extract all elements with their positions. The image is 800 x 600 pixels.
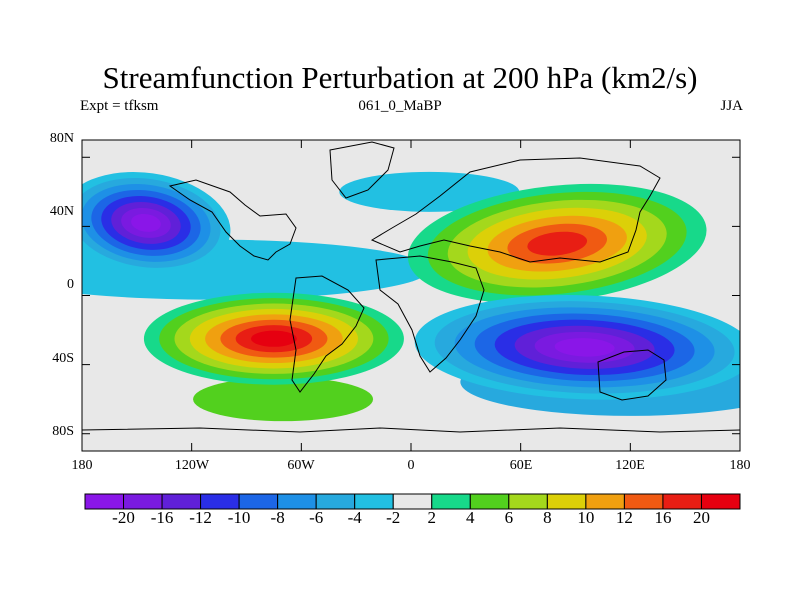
south-america-high-level-8 [250, 330, 297, 347]
greenland-outline [329, 141, 395, 199]
lon-label-120e: 120E [615, 458, 645, 473]
southern-weak-high [193, 377, 374, 422]
colorbar-label: 12 [615, 508, 633, 527]
antarctica-outline [82, 427, 740, 433]
colorbar-swatch-13 [585, 493, 625, 510]
axis-ticks [81, 140, 741, 451]
lon-label-0: 0 [407, 458, 415, 473]
colorbar-label: 2 [427, 508, 437, 527]
colorbar-swatch-5 [277, 493, 317, 510]
south-america-outline [289, 275, 365, 393]
colorbar-swatch-15 [662, 493, 702, 510]
colorbar-label: -6 [309, 508, 324, 527]
colorbar-label: 6 [504, 508, 514, 527]
north-america-outline [168, 179, 297, 261]
colorbar-label: -2 [386, 508, 401, 527]
colorbar-label: 10 [577, 508, 595, 527]
colorbar-swatch-10 [469, 493, 510, 510]
colorbar-label: 20 [692, 508, 710, 527]
colorbar-swatch-12 [546, 493, 587, 510]
arctic-weak-low [339, 171, 520, 212]
lat-label-40n: 40N [49, 204, 74, 219]
africa-outline [375, 255, 485, 373]
lon-label-180e: 180 [729, 458, 751, 473]
colorbar-swatch-1 [123, 493, 163, 510]
lat-label-80s: 80S [52, 424, 74, 439]
colorbar-label: -20 [112, 508, 135, 527]
colorbar-swatch-9 [431, 493, 471, 510]
colorbar-swatch-3 [200, 493, 240, 510]
colorbar-swatch-16 [700, 493, 741, 510]
colorbar-swatch-2 [161, 493, 202, 510]
continent-outlines [82, 141, 740, 433]
map-title: Streamfunction Perturbation at 200 hPa (… [102, 60, 698, 95]
lat-label-40s: 40S [52, 351, 74, 366]
colorbar-label: 8 [543, 508, 552, 527]
colorbar-label: -10 [227, 508, 251, 527]
case-label: 061_0_MaBP [358, 98, 442, 114]
lon-label-60e: 60E [509, 458, 533, 473]
colorbar [84, 493, 741, 510]
colorbar-label: -16 [150, 508, 174, 527]
north-atlantic-low-level-8 [131, 213, 161, 232]
eurasia-outline [370, 157, 661, 263]
colorbar-label: 4 [466, 508, 475, 527]
indian-ocean-low-level-8 [554, 338, 615, 357]
colorbar-label: -12 [189, 508, 212, 527]
colorbar-label: -8 [270, 508, 285, 527]
lon-label-180w: 180 [71, 458, 93, 473]
colorbar-swatch-0 [84, 493, 125, 510]
colorbar-swatch-7 [354, 493, 394, 510]
colorbar-swatch-4 [238, 493, 279, 510]
colorbar-label: -4 [347, 508, 362, 527]
colorbar-swatch-6 [315, 493, 356, 510]
australia-outline [597, 349, 667, 401]
lat-label-0: 0 [67, 277, 74, 292]
lon-label-60w: 60W [287, 458, 315, 473]
eurasia-high-level-7 [527, 231, 588, 256]
colorbar-swatch-14 [623, 493, 664, 510]
contour-field [82, 171, 740, 422]
season-label: JJA [720, 98, 743, 114]
colorbar-swatch-11 [508, 493, 548, 510]
experiment-label: Expt = tfksm [80, 98, 159, 114]
colorbar-swatch-8 [392, 493, 433, 510]
lat-label-80n: 80N [49, 131, 74, 146]
colorbar-label: 16 [654, 508, 672, 527]
lon-label-120w: 120W [174, 458, 210, 473]
